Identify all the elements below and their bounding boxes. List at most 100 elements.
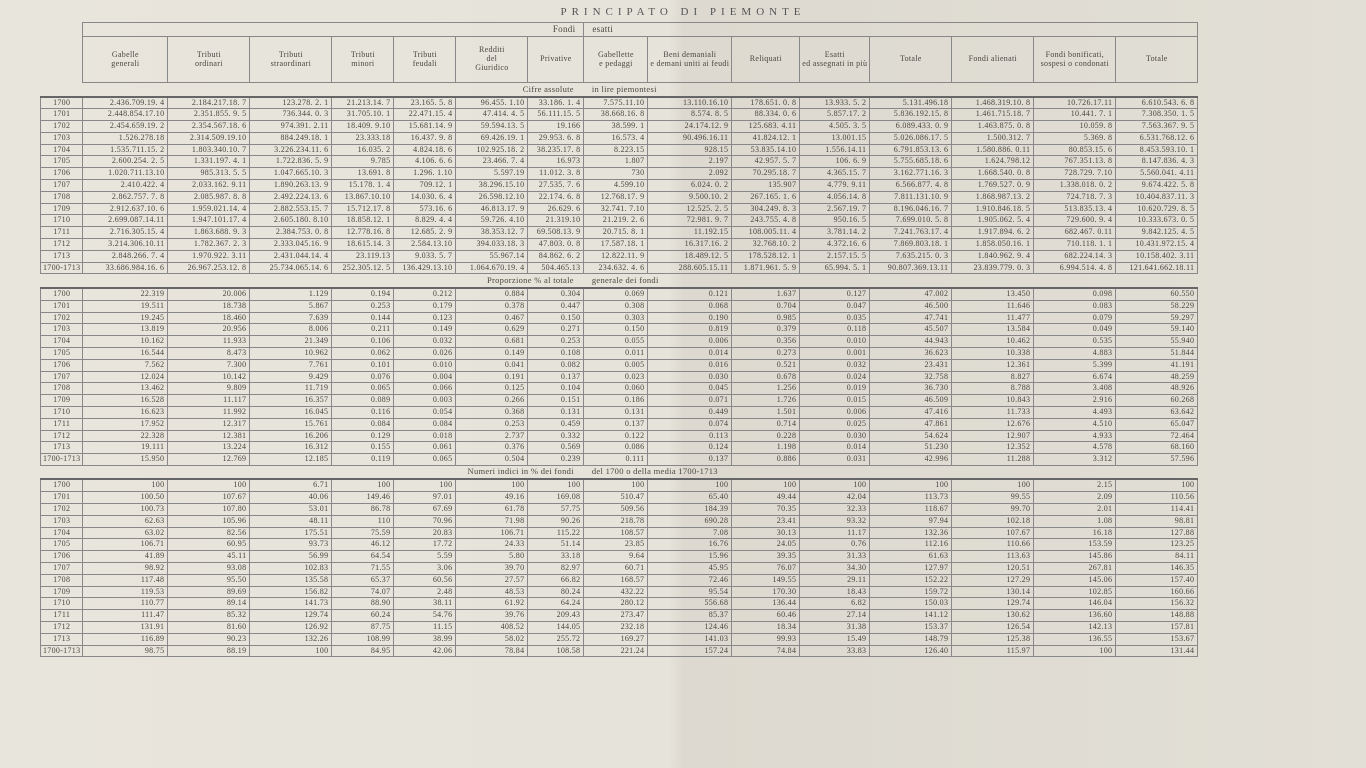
table-cell: 130.14 <box>952 586 1034 598</box>
table-cell: 27.535. 7. 6 <box>528 180 584 192</box>
table-cell: 0.082 <box>528 359 584 371</box>
table-cell: 710.118. 1. 1 <box>1034 239 1116 251</box>
table-cell: 1.782.367. 2. 3 <box>168 239 250 251</box>
header-left-1: Tributiordinari <box>168 37 250 83</box>
table-cell: 218.78 <box>584 515 648 527</box>
table-cell: 0.886 <box>732 454 800 466</box>
table-cell: 33.186. 1. 4 <box>528 97 584 109</box>
table-cell: 0.030 <box>800 430 870 442</box>
table-cell: 3.214.306.10.11 <box>83 239 168 251</box>
table-cell: 84.11 <box>1116 551 1198 563</box>
table-cell: 97.94 <box>870 515 952 527</box>
table-cell: 1.256 <box>732 383 800 395</box>
table-cell: 5.80 <box>456 551 528 563</box>
table-cell: 0.191 <box>456 371 528 383</box>
table-cell: 102.18 <box>952 515 1034 527</box>
table-cell: 38.599. 1 <box>584 121 648 133</box>
table-cell: 974.391. 2.11 <box>250 121 332 133</box>
table-cell: 273.47 <box>584 610 648 622</box>
table-cell: 729.600. 9. 4 <box>1034 215 1116 227</box>
table-cell: 129.74 <box>952 598 1034 610</box>
table-cell: 62.63 <box>83 515 168 527</box>
table-cell: 2.48 <box>394 586 456 598</box>
table-cell: 1.905.062. 5. 4 <box>952 215 1034 227</box>
table-cell: 0.019 <box>800 383 870 395</box>
table-cell: 0.108 <box>528 347 584 359</box>
table-cell: 0.308 <box>584 300 648 312</box>
table-cell: 12.352 <box>952 442 1034 454</box>
year-cell: 1711 <box>41 610 83 622</box>
table-cell: 0.137 <box>584 418 648 430</box>
table-cell: 102.925.18. 2 <box>456 144 528 156</box>
table-cell: 59.297 <box>1116 312 1198 324</box>
table-cell: 145.06 <box>1034 574 1116 586</box>
table-cell: 7.308.350. 1. 5 <box>1116 109 1198 121</box>
table-cell: 23.431 <box>870 359 952 371</box>
table-cell: 7.869.803.18. 1 <box>870 239 952 251</box>
table-cell: 88.19 <box>168 645 250 657</box>
table-cell: 8.473 <box>168 347 250 359</box>
table-cell: 16.317.16. 2 <box>648 239 732 251</box>
table-cell: 100 <box>83 479 168 491</box>
table-cell: 10.620.729. 8. 5 <box>1116 203 1198 215</box>
table-cell: 18.460 <box>168 312 250 324</box>
table-cell: 0.065 <box>332 383 394 395</box>
header-right-1: Beni demanialie demani uniti ai feudi <box>648 37 732 83</box>
table-cell: 54.624 <box>870 430 952 442</box>
table-cell: 5.59 <box>394 551 456 563</box>
table-cell: 102.85 <box>1034 586 1116 598</box>
table-cell: 169.27 <box>584 633 648 645</box>
table-cell: 136.429.13.10 <box>394 262 456 274</box>
table-cell: 509.56 <box>584 504 648 516</box>
year-cell: 1709 <box>41 395 83 407</box>
year-cell: 1700 <box>41 97 83 109</box>
table-cell: 148.79 <box>870 633 952 645</box>
table-cell: 0.086 <box>584 442 648 454</box>
table-cell: 1.296. 1.10 <box>394 168 456 180</box>
table-cell: 10.962 <box>250 347 332 359</box>
table-cell: 13.110.16.10 <box>648 97 732 109</box>
table-cell: 2.184.217.18. 7 <box>168 97 250 109</box>
table-cell: 10.462 <box>952 336 1034 348</box>
table-cell: 4.505. 3. 5 <box>800 121 870 133</box>
table-cell: 10.843 <box>952 395 1034 407</box>
table-cell: 85.32 <box>168 610 250 622</box>
year-cell: 1700-1713 <box>41 645 83 657</box>
table-cell: 23.85 <box>584 539 648 551</box>
table-cell: 132.26 <box>250 633 332 645</box>
table-cell: 24.174.12. 9 <box>648 121 732 133</box>
table-cell: 80.24 <box>528 586 584 598</box>
table-cell: 0.137 <box>648 454 732 466</box>
table-cell: 3.781.14. 2 <box>800 227 870 239</box>
table-cell: 31.705.10. 1 <box>332 109 394 121</box>
table-cell: 121.641.662.18.11 <box>1116 262 1198 274</box>
table-cell: 13.224 <box>168 442 250 454</box>
table-cell: 13.450 <box>952 288 1034 300</box>
table-cell: 118.67 <box>870 504 952 516</box>
table-cell: 27.57 <box>456 574 528 586</box>
table-cell: 0.521 <box>732 359 800 371</box>
table-cell: 136.55 <box>1034 633 1116 645</box>
table-cell: 11.646 <box>952 300 1034 312</box>
table-cell: 5.857.17. 2 <box>800 109 870 121</box>
table-cell: 7.635.215. 0. 3 <box>870 250 952 262</box>
table-cell: 6.71 <box>250 479 332 491</box>
table-cell: 6.674 <box>1034 371 1116 383</box>
table-cell: 127.29 <box>952 574 1034 586</box>
table-cell: 54.76 <box>394 610 456 622</box>
table-cell: 46.12 <box>332 539 394 551</box>
table-cell: 10.142 <box>168 371 250 383</box>
table-cell: 0.047 <box>800 300 870 312</box>
table-cell: 2.912.637.10. 6 <box>83 203 168 215</box>
table-cell: 1.910.846.18. 5 <box>952 203 1034 215</box>
table-cell: 31.38 <box>800 621 870 633</box>
table-cell: 432.22 <box>584 586 648 598</box>
table-cell: 4.493 <box>1034 406 1116 418</box>
year-cell: 1702 <box>41 312 83 324</box>
table-cell: 12.769 <box>168 454 250 466</box>
table-cell: 48.53 <box>456 586 528 598</box>
table-cell: 113.63 <box>952 551 1034 563</box>
table-cell: 100 <box>800 479 870 491</box>
table-cell: 149.46 <box>332 492 394 504</box>
table-cell: 2.492.224.13. 6 <box>250 191 332 203</box>
